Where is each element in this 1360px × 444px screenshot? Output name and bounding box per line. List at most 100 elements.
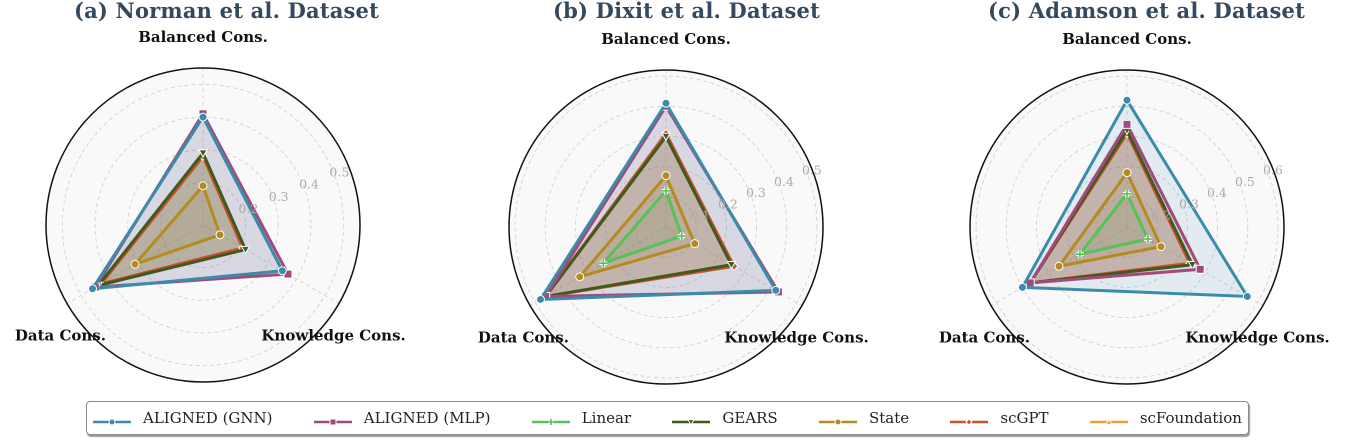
radar-chart: 0.1 0.2 0.3 0.4 0.5 Balanced Cons. Knowledge C… bbox=[478, 30, 869, 385]
circle-marker-icon bbox=[771, 285, 781, 295]
legend-swatch-icon bbox=[313, 413, 352, 426]
triangle-down-marker-icon bbox=[240, 245, 251, 255]
legend-swatch-icon bbox=[93, 413, 131, 426]
circle-marker-icon bbox=[661, 171, 671, 181]
radar-panel-c: (c) Adamson et al. Dataset 0.2 0.3 0.4 0.5 0… bbox=[920, 0, 1360, 390]
panel-title: (c) Adamson et al. Dataset bbox=[988, 0, 1305, 23]
radial-tick-label: 0.4 bbox=[1207, 185, 1227, 200]
circle-marker-icon bbox=[1242, 291, 1252, 301]
circle-marker-icon bbox=[1122, 95, 1132, 105]
square-marker-icon bbox=[329, 418, 337, 426]
series-polygon bbox=[130, 182, 222, 268]
legend-label: scFoundation bbox=[1139, 409, 1242, 427]
radar-chart: 0.2 0.3 0.4 0.5 0.6 Balanced Cons. Knowledge C… bbox=[939, 30, 1330, 385]
radar-panel-b: (b) Dixit et al. Dataset 0.1 0.2 0.3 0.4 0.5… bbox=[460, 0, 913, 390]
triangle-down-marker-icon bbox=[661, 132, 671, 142]
circle-marker-icon bbox=[834, 418, 842, 426]
legend-swatch-icon bbox=[672, 413, 711, 427]
legend-item: GEARS bbox=[672, 409, 778, 427]
triangle-down-marker-icon bbox=[198, 149, 208, 159]
series-polygon bbox=[89, 114, 285, 291]
axis-label-balanced: Balanced Cons. bbox=[601, 30, 731, 48]
axis-label-knowledge: Knowledge Cons. bbox=[1185, 329, 1329, 347]
legend-item: ALIGNED (MLP) bbox=[313, 409, 491, 427]
circle-marker-icon bbox=[277, 266, 287, 276]
series-polygon bbox=[1055, 169, 1164, 269]
square-marker-icon bbox=[1195, 264, 1205, 274]
legend-swatch-icon bbox=[950, 413, 989, 426]
axis-label-knowledge: Knowledge Cons. bbox=[724, 329, 868, 347]
circle-marker-icon bbox=[1156, 242, 1166, 252]
legend-swatch-icon bbox=[531, 413, 570, 425]
legend-label: scGPT bbox=[1000, 409, 1049, 427]
radial-tick-label: 0.5 bbox=[329, 164, 349, 179]
circle-marker-icon bbox=[198, 112, 208, 122]
axis-label-knowledge: Knowledge Cons. bbox=[261, 327, 405, 345]
circle-marker-icon bbox=[1017, 282, 1027, 292]
radial-tick-label: 0.4 bbox=[774, 174, 794, 189]
radial-tick-label: 0.2 bbox=[238, 201, 258, 216]
radial-tick-label: 0.1 bbox=[690, 208, 710, 223]
legend-label: ALIGNED (GNN) bbox=[143, 409, 273, 427]
legend-item: scFoundation bbox=[1089, 409, 1242, 427]
legend-label: State bbox=[868, 409, 910, 427]
legend-item: ALIGNED (GNN) bbox=[93, 409, 273, 427]
legend-item: Linear bbox=[531, 409, 632, 427]
circle-marker-icon bbox=[535, 294, 545, 304]
radial-tick-label: 0.2 bbox=[1151, 208, 1171, 223]
axis-label-data: Data Cons. bbox=[478, 329, 569, 347]
axis-label-balanced: Balanced Cons. bbox=[138, 28, 268, 46]
series-polygon bbox=[1027, 121, 1203, 285]
series-polygon bbox=[598, 187, 684, 267]
outer-ring bbox=[508, 69, 824, 385]
radial-tick-label: 0.3 bbox=[1179, 196, 1199, 211]
outer-ring bbox=[45, 67, 361, 383]
radial-tick-label: 0.3 bbox=[269, 189, 289, 204]
radar-chart: 0.2 0.3 0.4 0.5 Balanced Cons. Knowledge Cons… bbox=[15, 28, 406, 383]
axis-label-data: Data Cons. bbox=[939, 329, 1030, 347]
circle-marker-icon bbox=[88, 284, 98, 294]
legend-swatch-icon bbox=[818, 413, 857, 426]
radar-panel-a: (a) Norman et al. Dataset 0.2 0.3 0.4 0.5 Ba… bbox=[0, 0, 453, 390]
circle-marker-icon bbox=[661, 98, 671, 108]
legend-item: State bbox=[818, 409, 910, 427]
series-polygon bbox=[1076, 190, 1151, 257]
panel-title: (a) Norman et al. Dataset bbox=[73, 0, 380, 23]
radial-tick-label: 0.5 bbox=[802, 162, 822, 177]
diamond-marker-icon bbox=[965, 418, 974, 426]
circle-marker-icon bbox=[108, 418, 116, 426]
square-marker-icon bbox=[1122, 119, 1132, 129]
series-polygon bbox=[542, 133, 734, 299]
radial-tick-label: 0.6 bbox=[1263, 162, 1283, 177]
circle-marker-icon bbox=[215, 230, 225, 240]
series-polygon bbox=[575, 172, 697, 280]
axis-label-data: Data Cons. bbox=[15, 327, 106, 345]
legend-item: scGPT bbox=[950, 409, 1049, 427]
legend-swatch-icon bbox=[1089, 413, 1128, 425]
circle-marker-icon bbox=[1054, 261, 1064, 271]
series-polygon bbox=[1019, 97, 1251, 299]
triangle-down-marker-icon bbox=[1187, 261, 1198, 270]
radial-tick-label: 0.4 bbox=[299, 177, 319, 192]
circle-marker-icon bbox=[130, 259, 140, 269]
legend-label: Linear bbox=[581, 409, 632, 427]
series-polygon bbox=[1027, 127, 1195, 285]
circle-marker-icon bbox=[690, 239, 700, 249]
triangle-down-marker-icon bbox=[687, 419, 696, 427]
series-polygon bbox=[97, 153, 245, 287]
panel-title: (b) Dixit et al. Dataset bbox=[553, 0, 820, 23]
legend-label: GEARS bbox=[722, 409, 778, 427]
radial-tick-label: 0.3 bbox=[746, 185, 766, 200]
axis-label-balanced: Balanced Cons. bbox=[1062, 30, 1192, 48]
radial-tick-label: 0.5 bbox=[1235, 174, 1255, 189]
triangle-down-marker-icon bbox=[726, 261, 737, 270]
circle-marker-icon bbox=[198, 181, 208, 191]
legend-label: ALIGNED (MLP) bbox=[363, 409, 491, 427]
triangle-up-marker-icon bbox=[1104, 417, 1113, 425]
circle-marker-icon bbox=[1122, 168, 1132, 178]
circle-marker-icon bbox=[575, 272, 585, 282]
outer-ring bbox=[969, 69, 1285, 385]
series-polygon bbox=[537, 100, 779, 302]
series-polygon bbox=[94, 150, 248, 289]
radial-tick-label: 0.2 bbox=[718, 196, 738, 211]
